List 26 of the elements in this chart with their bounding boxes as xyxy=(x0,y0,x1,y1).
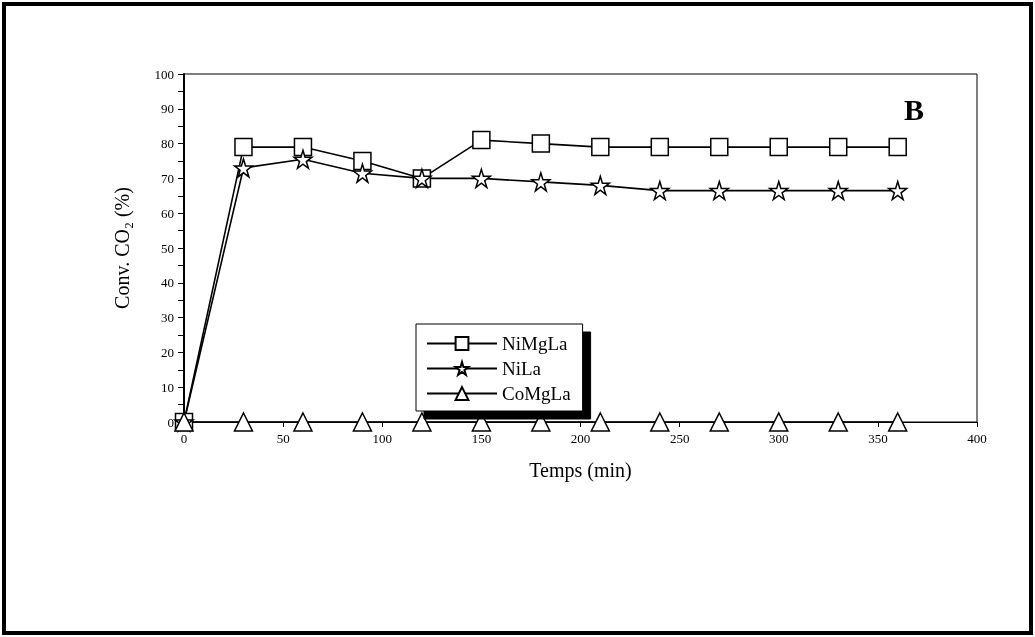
legend-label: NiMgLa xyxy=(502,333,568,354)
y-tick-label: 90 xyxy=(161,101,174,117)
y-tick-label: 20 xyxy=(161,344,174,360)
annotation: B xyxy=(903,92,925,126)
x-tick-label: 400 xyxy=(967,431,987,446)
y-tick-label: 60 xyxy=(161,205,174,221)
y-tick-label: 100 xyxy=(154,66,174,82)
x-tick-label: 300 xyxy=(769,431,789,446)
y-tick-label: 30 xyxy=(161,310,174,326)
y-tick-label: 0 xyxy=(167,414,174,430)
y-tick-label: 70 xyxy=(161,170,174,186)
x-tick-label: 50 xyxy=(276,431,290,446)
x-tick-label: 200 xyxy=(570,431,591,446)
x-tick-label: 0 xyxy=(180,431,188,446)
legend-label: NiLa xyxy=(502,358,542,379)
y-axis-title: Conv. CO₂ (%) xyxy=(111,187,134,309)
x-tick-label: 150 xyxy=(471,431,492,446)
x-axis-title: Temps (min) xyxy=(529,459,632,482)
x-tick-label: 100 xyxy=(372,431,392,446)
x-tick-label: 250 xyxy=(669,431,690,446)
y-tick-label: 10 xyxy=(161,379,174,395)
y-tick-label: 50 xyxy=(161,240,174,256)
legend-label: CoMgLa xyxy=(502,383,572,404)
y-tick-label: 80 xyxy=(161,136,174,152)
x-tick-label: 350 xyxy=(868,431,888,446)
y-tick-label: 40 xyxy=(161,275,174,291)
